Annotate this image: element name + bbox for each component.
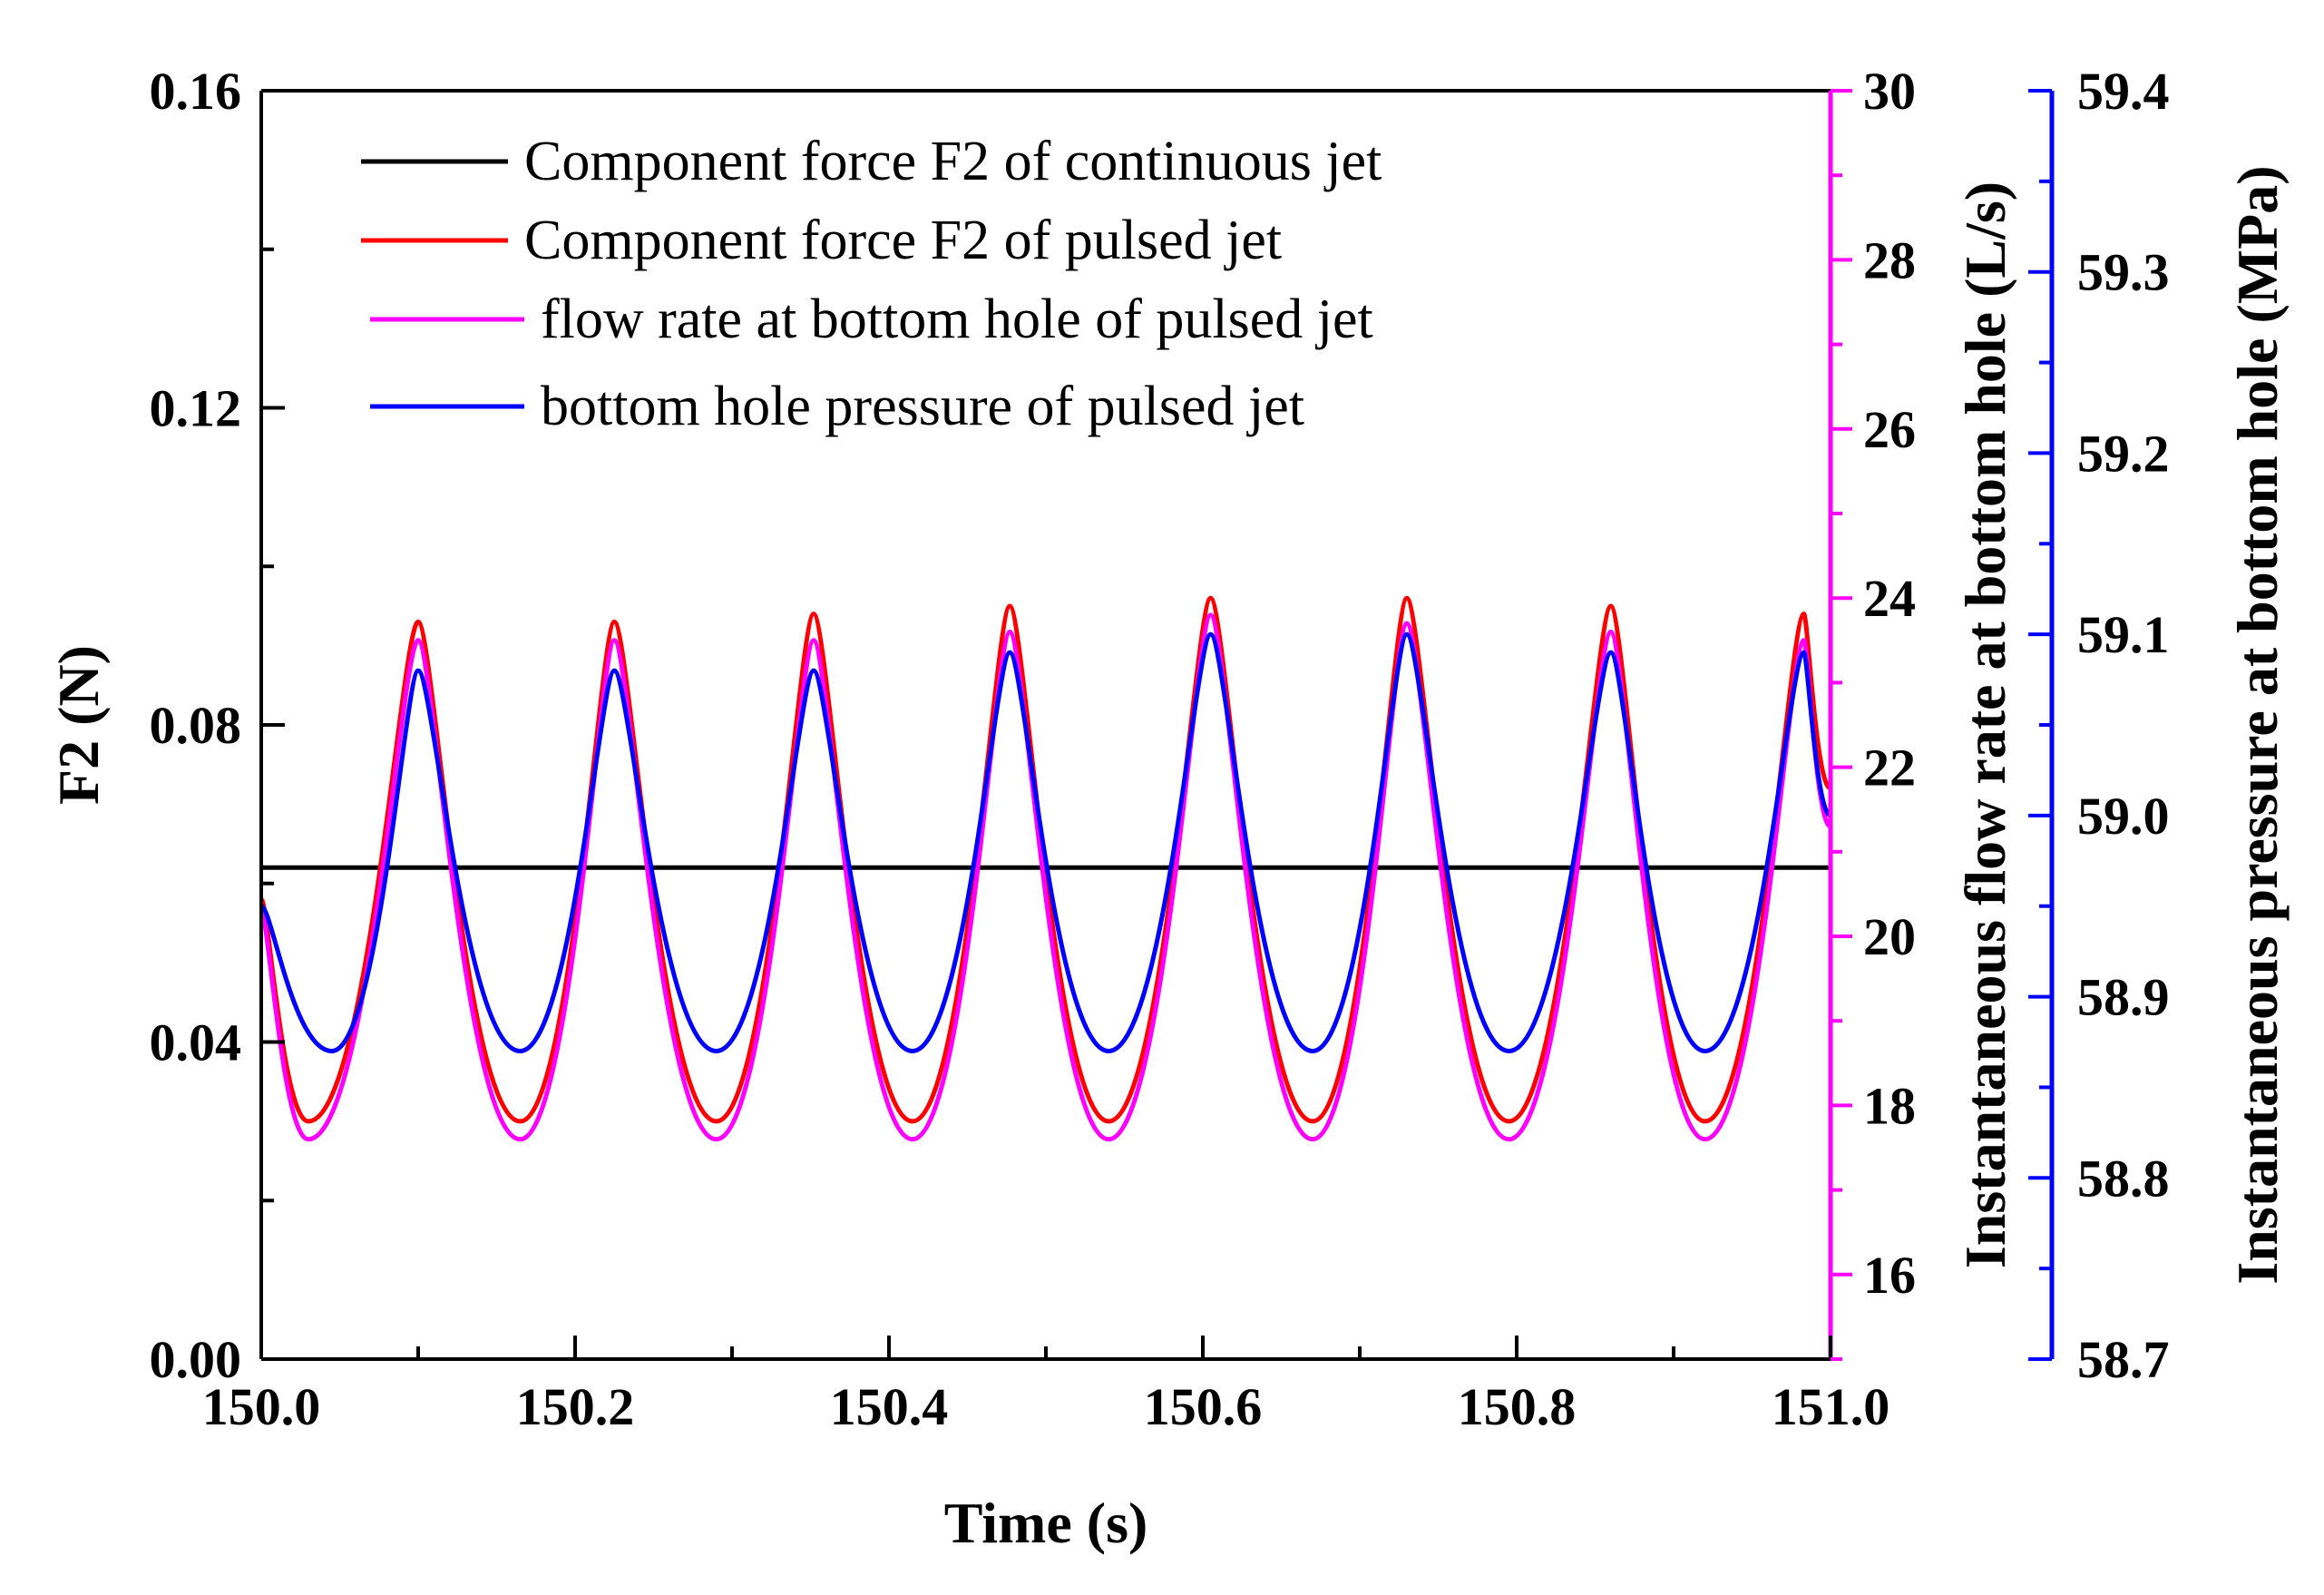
- y2-tick-label-3: 22: [1863, 739, 1916, 798]
- y2-tick-label-6: 28: [1863, 230, 1916, 289]
- legend-label-3: bottom hole pressure of pulsed jet: [541, 376, 1304, 437]
- y3-tick-label-6: 59.3: [2077, 243, 2170, 302]
- y3-tick-label-4: 59.1: [2077, 605, 2170, 664]
- y-tick-label-3: 0.12: [150, 379, 242, 438]
- y2-tick-label-0: 16: [1863, 1246, 1916, 1305]
- y2-axis-title: Instantaneous flow rate at bottom hole (…: [1953, 181, 2017, 1268]
- y3-tick-label-1: 58.8: [2077, 1149, 2170, 1208]
- x-tick-label-1: 150.2: [516, 1377, 635, 1436]
- y-tick-label-2: 0.08: [150, 696, 242, 755]
- y-tick-label-0: 0.00: [150, 1330, 242, 1389]
- series-layer: [259, 595, 1833, 1142]
- y3-tick-label-5: 59.2: [2077, 424, 2170, 483]
- y3-tick-label-3: 59.0: [2077, 787, 2170, 846]
- y-axis-title: F2 (N): [46, 645, 111, 805]
- y2-tick-label-2: 20: [1863, 907, 1916, 966]
- axes-layer: 150.0 150.2 150.4 150.6 150.8 151.0 0.00 0.04 0.…: [46, 62, 2290, 1555]
- y-tick-label-1: 0.04: [150, 1013, 242, 1072]
- y3-tick-label-0: 58.7: [2077, 1330, 2170, 1389]
- legend-label-2: flow rate at bottom hole of pulsed jet: [541, 289, 1373, 350]
- y2-tick-label-4: 24: [1863, 569, 1916, 628]
- x-tick-label-4: 150.8: [1458, 1377, 1577, 1436]
- x-tick-label-0: 150.0: [202, 1377, 321, 1436]
- y2-tick-label-5: 26: [1863, 400, 1916, 459]
- y-tick-label-4: 0.16: [150, 62, 242, 121]
- legend-label-1: Component force F2 of pulsed jet: [524, 210, 1282, 271]
- legend-label-0: Component force F2 of continuous jet: [524, 131, 1382, 192]
- y2-tick-label-1: 18: [1863, 1076, 1916, 1135]
- x-axis-title: Time (s): [944, 1491, 1148, 1555]
- y3-tick-label-2: 58.9: [2077, 968, 2170, 1027]
- x-tick-label-3: 150.6: [1144, 1377, 1263, 1436]
- legend: Component force F2 of continuous jet Comp…: [361, 131, 1382, 437]
- series-line-3: [259, 631, 1832, 1053]
- y3-tick-label-7: 59.4: [2077, 62, 2170, 121]
- y2-tick-label-7: 30: [1863, 62, 1916, 121]
- series-line-2: [259, 612, 1833, 1142]
- x-tick-label-5: 151.0: [1772, 1377, 1890, 1436]
- x-tick-label-2: 150.4: [830, 1377, 949, 1436]
- y3-axis-title: Instantaneous pressure at bottom hole (M…: [2225, 165, 2290, 1284]
